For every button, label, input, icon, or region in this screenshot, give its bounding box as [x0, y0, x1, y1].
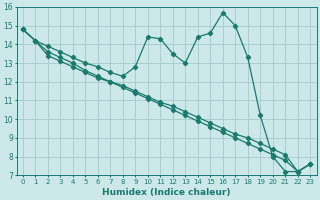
X-axis label: Humidex (Indice chaleur): Humidex (Indice chaleur) — [102, 188, 231, 197]
